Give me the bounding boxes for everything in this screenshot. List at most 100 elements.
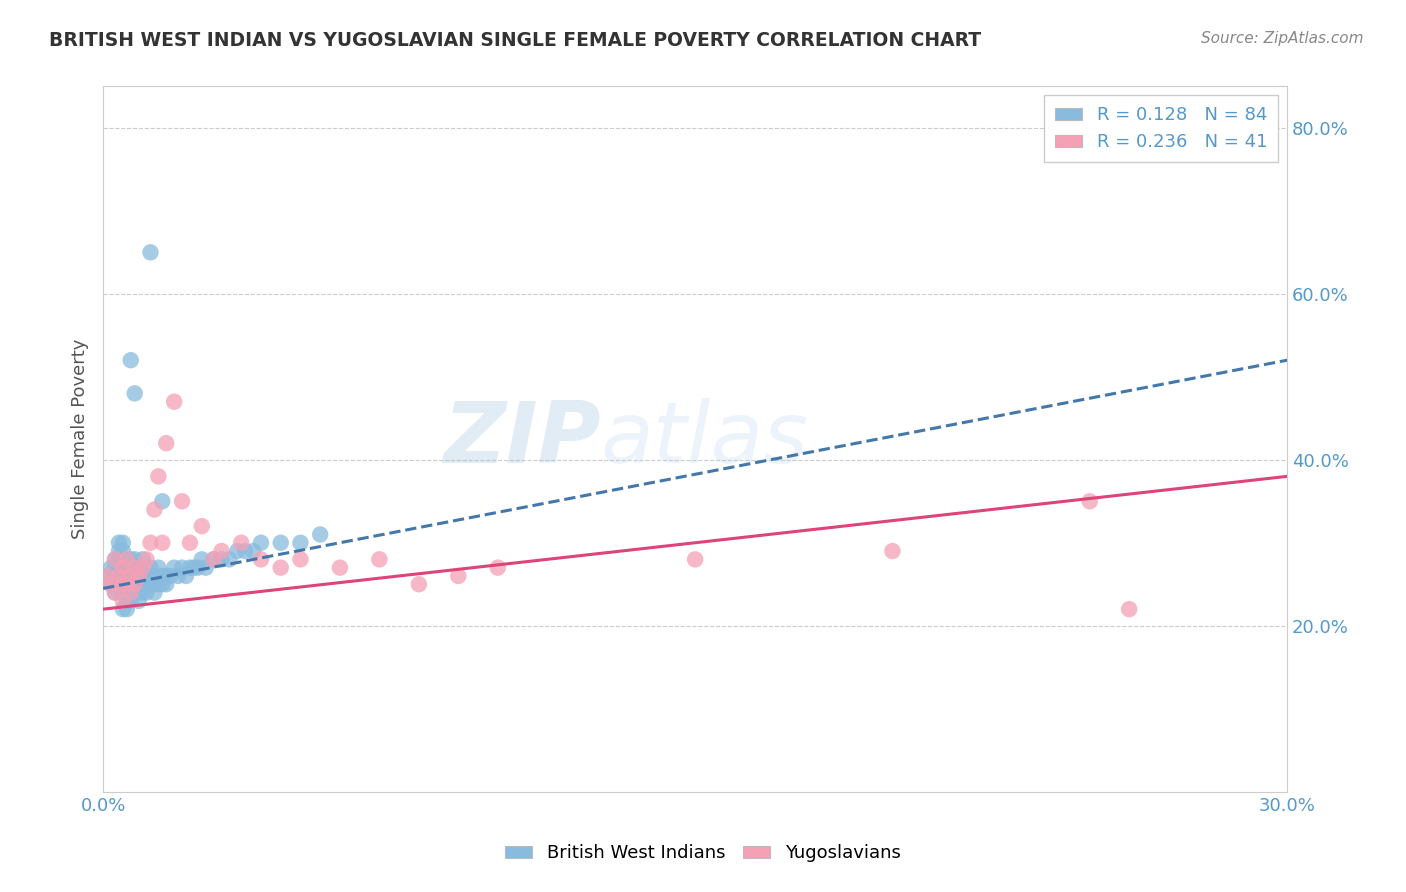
Y-axis label: Single Female Poverty: Single Female Poverty — [72, 339, 89, 540]
Point — [148, 560, 170, 574]
Point — [115, 594, 138, 608]
Point — [104, 552, 127, 566]
Point — [100, 577, 122, 591]
Point — [124, 569, 146, 583]
Point — [115, 569, 138, 583]
Point — [135, 552, 157, 566]
Point — [683, 552, 706, 566]
Point — [191, 552, 214, 566]
Point — [124, 552, 146, 566]
Point — [202, 552, 225, 566]
Point — [124, 386, 146, 401]
Point — [447, 569, 470, 583]
Point — [139, 577, 162, 591]
Point — [150, 494, 173, 508]
Point — [111, 585, 134, 599]
Point — [120, 594, 142, 608]
Point — [309, 527, 332, 541]
Point — [124, 577, 146, 591]
Point — [111, 594, 134, 608]
Point — [233, 544, 256, 558]
Point — [167, 569, 190, 583]
Point — [148, 469, 170, 483]
Point — [131, 552, 153, 566]
Point — [96, 569, 118, 583]
Point — [115, 602, 138, 616]
Point — [108, 577, 131, 591]
Point — [135, 585, 157, 599]
Point — [408, 577, 430, 591]
Point — [128, 569, 150, 583]
Point — [104, 569, 127, 583]
Point — [1118, 602, 1140, 616]
Point — [100, 577, 122, 591]
Point — [108, 577, 131, 591]
Point — [131, 577, 153, 591]
Legend: British West Indians, Yugoslavians: British West Indians, Yugoslavians — [498, 838, 908, 870]
Point — [96, 569, 118, 583]
Point — [290, 552, 312, 566]
Point — [211, 552, 233, 566]
Point — [115, 552, 138, 566]
Point — [191, 519, 214, 533]
Point — [111, 552, 134, 566]
Point — [211, 544, 233, 558]
Point — [108, 560, 131, 574]
Point — [159, 569, 181, 583]
Point — [108, 552, 131, 566]
Point — [104, 552, 127, 566]
Point — [111, 577, 134, 591]
Point — [111, 544, 134, 558]
Point — [139, 535, 162, 549]
Point — [179, 560, 201, 574]
Point — [120, 560, 142, 574]
Point — [100, 560, 122, 574]
Point — [143, 569, 166, 583]
Point — [111, 560, 134, 574]
Point — [179, 535, 201, 549]
Point — [139, 560, 162, 574]
Point — [104, 560, 127, 574]
Point — [155, 436, 177, 450]
Point — [486, 560, 509, 574]
Point — [128, 560, 150, 574]
Point — [143, 577, 166, 591]
Point — [170, 494, 193, 508]
Point — [194, 560, 217, 574]
Point — [115, 560, 138, 574]
Point — [128, 594, 150, 608]
Point — [131, 585, 153, 599]
Point — [183, 560, 205, 574]
Point — [131, 560, 153, 574]
Point — [250, 552, 273, 566]
Point — [150, 569, 173, 583]
Point — [163, 394, 186, 409]
Point — [120, 353, 142, 368]
Text: ZIP: ZIP — [443, 398, 600, 481]
Point — [218, 552, 240, 566]
Point — [124, 585, 146, 599]
Point — [120, 552, 142, 566]
Legend: R = 0.128   N = 84, R = 0.236   N = 41: R = 0.128 N = 84, R = 0.236 N = 41 — [1045, 95, 1278, 162]
Text: BRITISH WEST INDIAN VS YUGOSLAVIAN SINGLE FEMALE POVERTY CORRELATION CHART: BRITISH WEST INDIAN VS YUGOSLAVIAN SINGL… — [49, 31, 981, 50]
Point — [270, 560, 292, 574]
Point — [111, 535, 134, 549]
Point — [115, 577, 138, 591]
Point — [120, 585, 142, 599]
Point — [139, 245, 162, 260]
Point — [120, 569, 142, 583]
Point — [231, 535, 253, 549]
Point — [187, 560, 209, 574]
Point — [131, 569, 153, 583]
Point — [882, 544, 904, 558]
Point — [270, 535, 292, 549]
Point — [108, 569, 131, 583]
Point — [108, 535, 131, 549]
Point — [202, 552, 225, 566]
Point — [104, 585, 127, 599]
Point — [150, 577, 173, 591]
Point — [120, 569, 142, 583]
Point — [120, 577, 142, 591]
Point — [163, 560, 186, 574]
Point — [148, 577, 170, 591]
